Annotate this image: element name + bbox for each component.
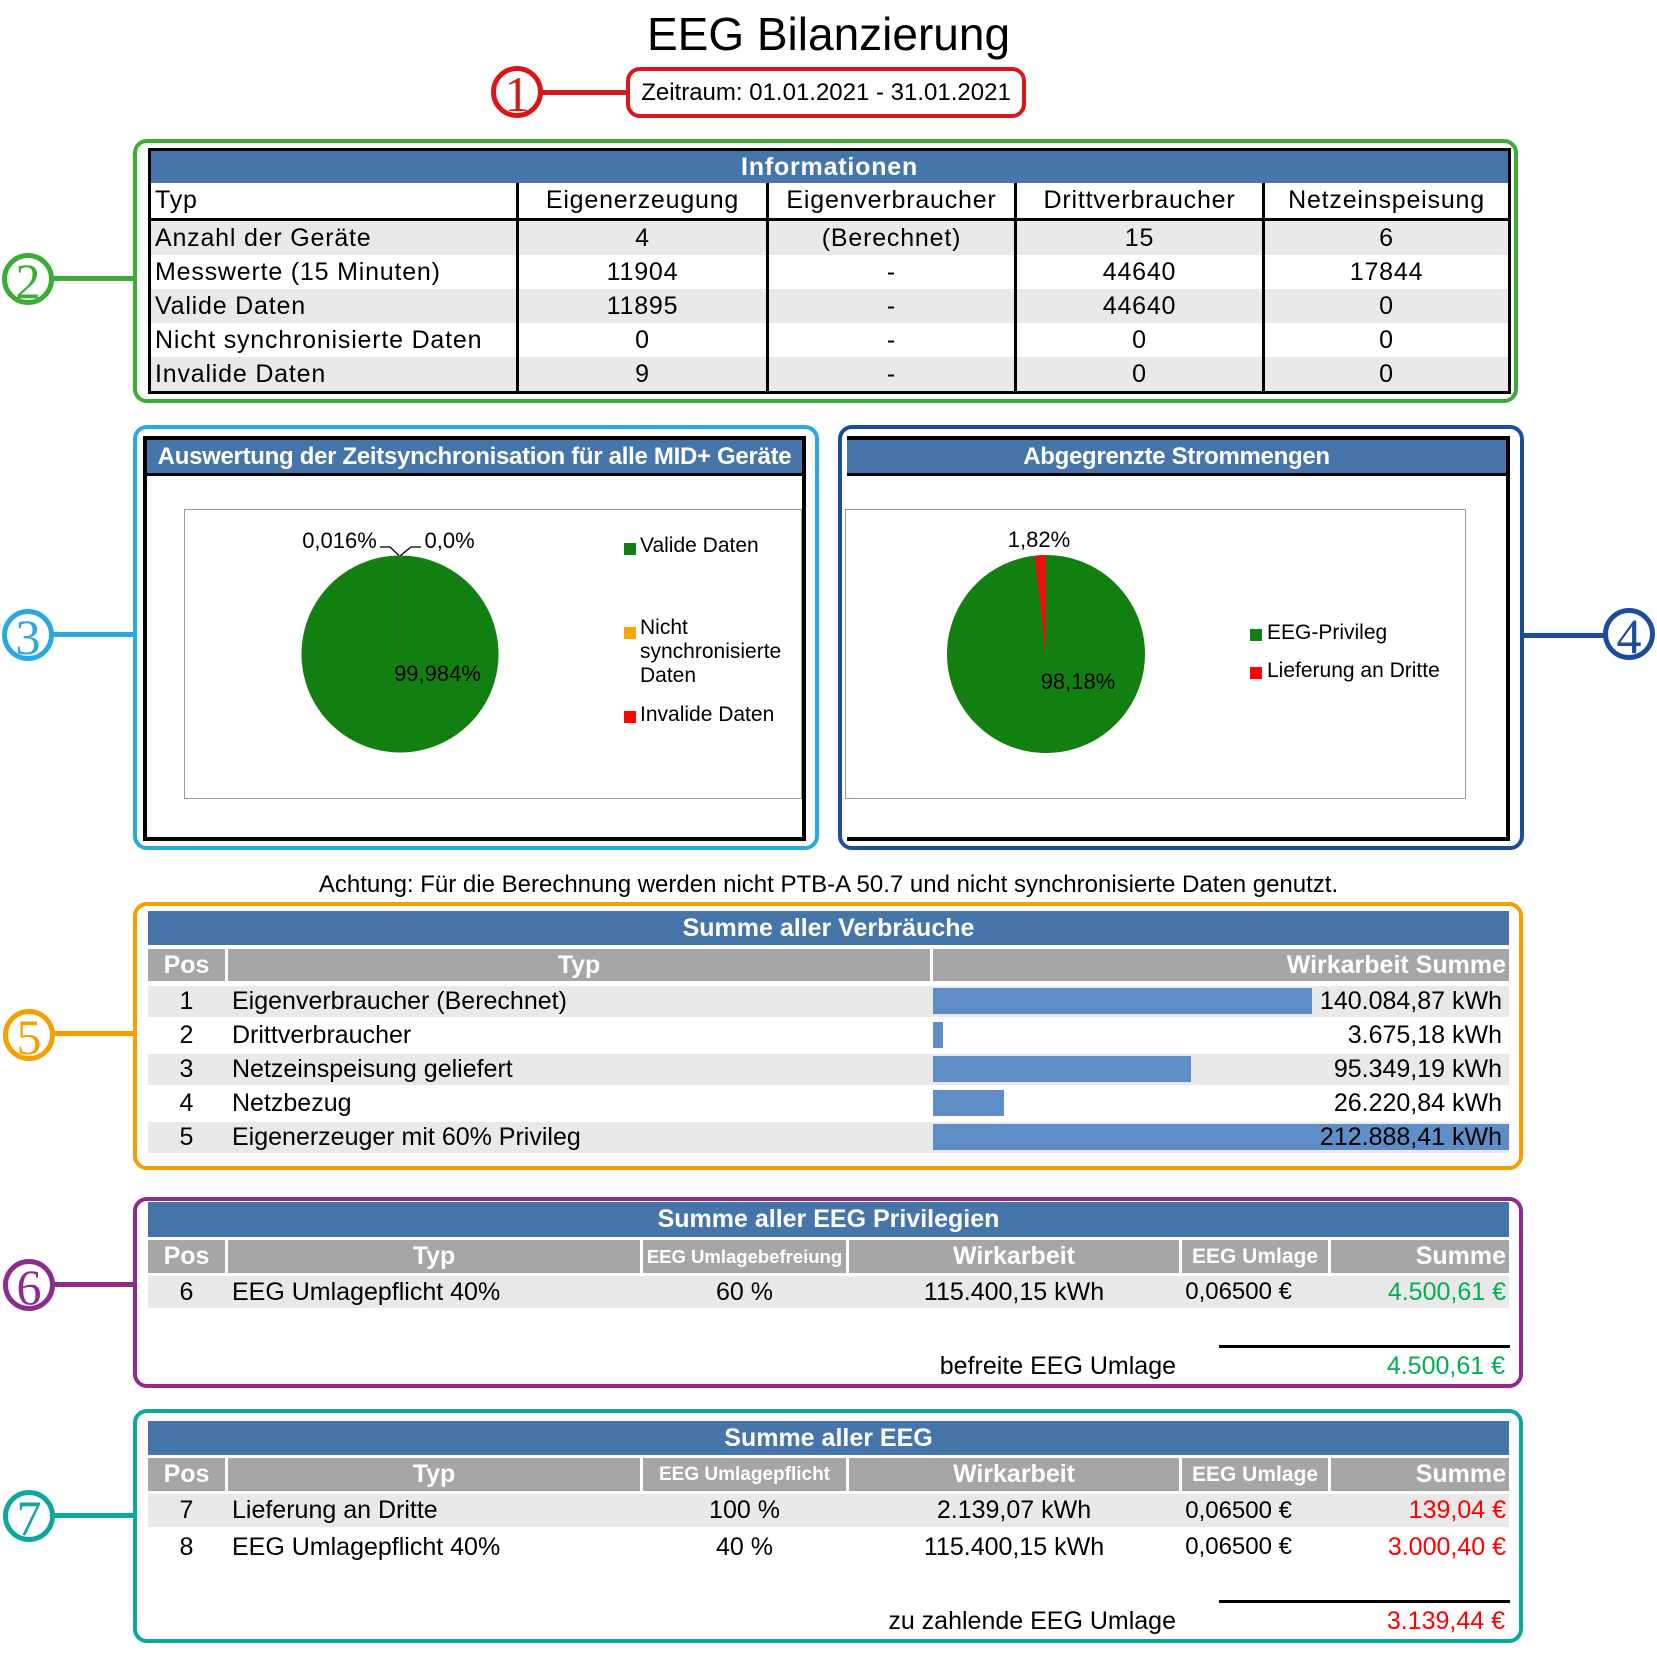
- svg-text:98,18%: 98,18%: [1041, 669, 1116, 694]
- svg-text:99,984%: 99,984%: [394, 661, 481, 686]
- svg-text:0,0%: 0,0%: [425, 528, 475, 553]
- svg-text:1,82%: 1,82%: [1008, 527, 1070, 552]
- svg-text:0,016%: 0,016%: [302, 528, 377, 553]
